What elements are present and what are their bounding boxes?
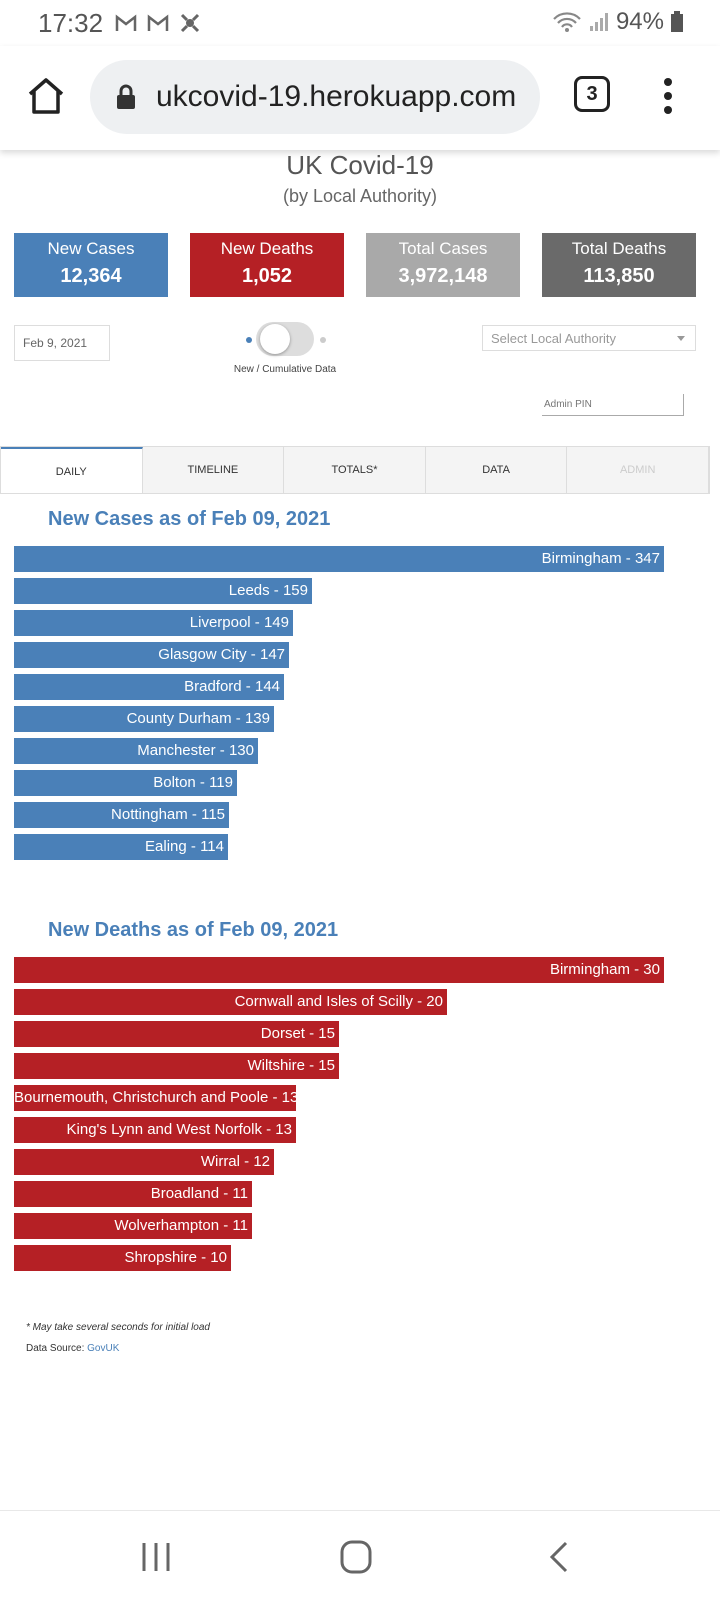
tab-switcher-button[interactable]: 3 <box>574 76 610 112</box>
gmail-icon <box>147 14 169 31</box>
card-label: Total Deaths <box>571 239 667 258</box>
gmail-icon <box>115 14 137 31</box>
battery-percent: 94% <box>615 8 664 35</box>
chart-bar: Bolton - 119 <box>14 770 237 796</box>
notification-icons <box>114 12 202 34</box>
recents-icon[interactable] <box>136 1539 176 1575</box>
new-deaths-card: New Deaths 1,052 <box>190 233 344 297</box>
home-nav-icon[interactable] <box>336 1539 376 1575</box>
admin-pin-input[interactable] <box>542 394 684 416</box>
page-subtitle: (by Local Authority) <box>282 186 438 206</box>
toggle-knob <box>260 324 290 354</box>
card-value: 113,850 <box>583 265 655 287</box>
page-title: UK Covid-19 <box>286 150 434 180</box>
chart-bar: Dorset - 15 <box>14 1021 339 1047</box>
page-content: UK Covid-19 (by Local Authority) New Cas… <box>0 150 720 1510</box>
select-placeholder: Select Local Authority <box>491 331 617 346</box>
chart-bar: Bradford - 144 <box>14 674 284 700</box>
url-text: ukcovid-19.herokuapp.com <box>156 80 517 113</box>
chart-bar: Birmingham - 347 <box>14 546 664 572</box>
home-icon[interactable] <box>24 74 68 118</box>
card-value: 1,052 <box>241 265 293 287</box>
system-status: 94% <box>552 8 684 36</box>
system-nav-bar <box>0 1510 720 1600</box>
chart-bar: Broadland - 11 <box>14 1181 252 1207</box>
chart-bar: Cornwall and Isles of Scilly - 20 <box>14 989 447 1015</box>
tab-data[interactable]: DATA <box>426 447 568 493</box>
chart-bar: Bournemouth, Christchurch and Poole - 13 <box>14 1085 298 1111</box>
chart-bar: Glasgow City - 147 <box>14 642 289 668</box>
tab-daily[interactable]: DAILY <box>1 447 143 493</box>
source-label: Data Source: <box>26 1343 85 1354</box>
chart-bar: Leeds - 159 <box>14 578 312 604</box>
local-authority-select[interactable]: Select Local Authority <box>482 325 696 351</box>
tab-timeline[interactable]: TIMELINE <box>143 447 285 493</box>
chart-bar: Birmingham - 30 <box>14 957 664 983</box>
chart-bar: Ealing - 114 <box>14 834 228 860</box>
chart-bar: Manchester - 130 <box>14 738 258 764</box>
signal-icon <box>589 13 608 31</box>
cases-bar-chart: Birmingham - 347 Leeds - 159 Liverpool - 1… <box>14 546 664 866</box>
total-deaths-card: Total Deaths 113,850 <box>542 233 696 297</box>
chart-bar: Wirral - 12 <box>14 1149 274 1175</box>
tab-admin: ADMIN <box>567 447 709 493</box>
data-source: Data Source: GovUK <box>26 1343 119 1354</box>
app-notification-icon <box>180 13 200 33</box>
card-label: Total Cases <box>398 239 488 258</box>
card-label: New Cases <box>47 239 135 258</box>
browser-toolbar: ukcovid-19.herokuapp.com 3 <box>0 46 720 150</box>
toggle-dot-right <box>320 337 326 343</box>
date-picker[interactable]: Feb 9, 2021 <box>14 325 110 361</box>
cumulative-toggle[interactable] <box>240 320 330 360</box>
card-value: 3,972,148 <box>398 265 488 287</box>
chart-bar: Liverpool - 149 <box>14 610 293 636</box>
toggle-dot-left <box>246 337 252 343</box>
new-cases-card: New Cases 12,364 <box>14 233 168 297</box>
more-menu-icon[interactable] <box>656 74 680 118</box>
source-link[interactable]: GovUK <box>87 1343 120 1354</box>
deaths-chart-title: New Deaths as of Feb 09, 2021 <box>48 919 339 941</box>
chart-bar: Wolverhampton - 11 <box>14 1213 252 1239</box>
total-cases-card: Total Cases 3,972,148 <box>366 233 520 297</box>
back-icon[interactable] <box>540 1539 580 1575</box>
chart-bar: Shropshire - 10 <box>14 1245 231 1271</box>
cases-chart-title: New Cases as of Feb 09, 2021 <box>48 508 331 530</box>
battery-icon <box>671 11 683 32</box>
toggle-label: New / Cumulative Data <box>233 364 337 375</box>
status-time: 17:32 <box>38 8 104 38</box>
chart-bar: King's Lynn and West Norfolk - 13 <box>14 1117 296 1143</box>
chart-bar: County Durham - 139 <box>14 706 274 732</box>
tab-totals[interactable]: TOTALS* <box>284 447 426 493</box>
deaths-bar-chart: Birmingham - 30 Cornwall and Isles of Sci… <box>14 957 664 1277</box>
chevron-down-icon <box>677 336 685 341</box>
status-bar: 17:32 94% <box>0 0 720 46</box>
tab-bar: DAILY TIMELINE TOTALS* DATA ADMIN <box>0 446 710 494</box>
lock-icon <box>117 84 135 109</box>
address-bar[interactable]: ukcovid-19.herokuapp.com <box>90 60 540 134</box>
chart-bar: Wiltshire - 15 <box>14 1053 339 1079</box>
chart-bar: Nottingham - 115 <box>14 802 229 828</box>
wifi-icon <box>553 12 581 32</box>
load-note: * May take several seconds for initial l… <box>26 1322 210 1333</box>
card-value: 12,364 <box>60 265 122 287</box>
card-label: New Deaths <box>220 239 314 258</box>
